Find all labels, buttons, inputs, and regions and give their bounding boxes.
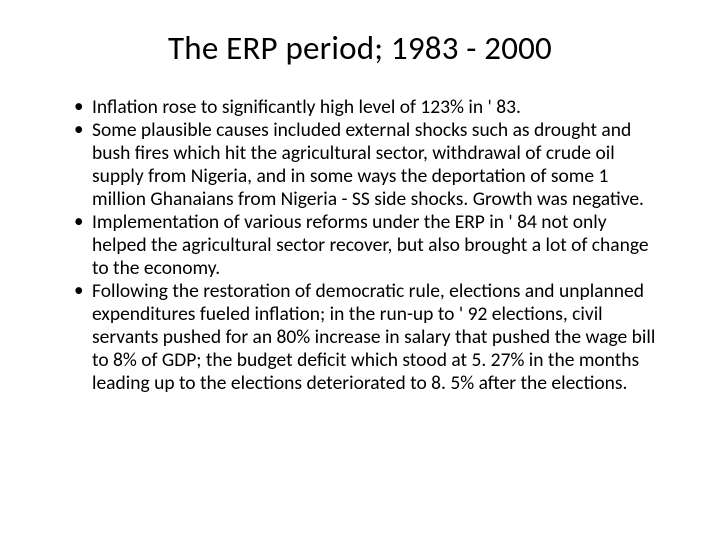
list-item: Implementation of various reforms under … <box>74 211 660 280</box>
list-item: Inflation rose to significantly high lev… <box>74 96 660 119</box>
slide-title: The ERP period; 1983 - 2000 <box>60 28 660 68</box>
list-item: Some plausible causes included external … <box>74 119 660 211</box>
bullet-list: Inflation rose to significantly high lev… <box>60 96 660 395</box>
list-item: Following the restoration of democratic … <box>74 280 660 395</box>
slide-container: The ERP period; 1983 - 2000 Inflation ro… <box>0 0 720 540</box>
